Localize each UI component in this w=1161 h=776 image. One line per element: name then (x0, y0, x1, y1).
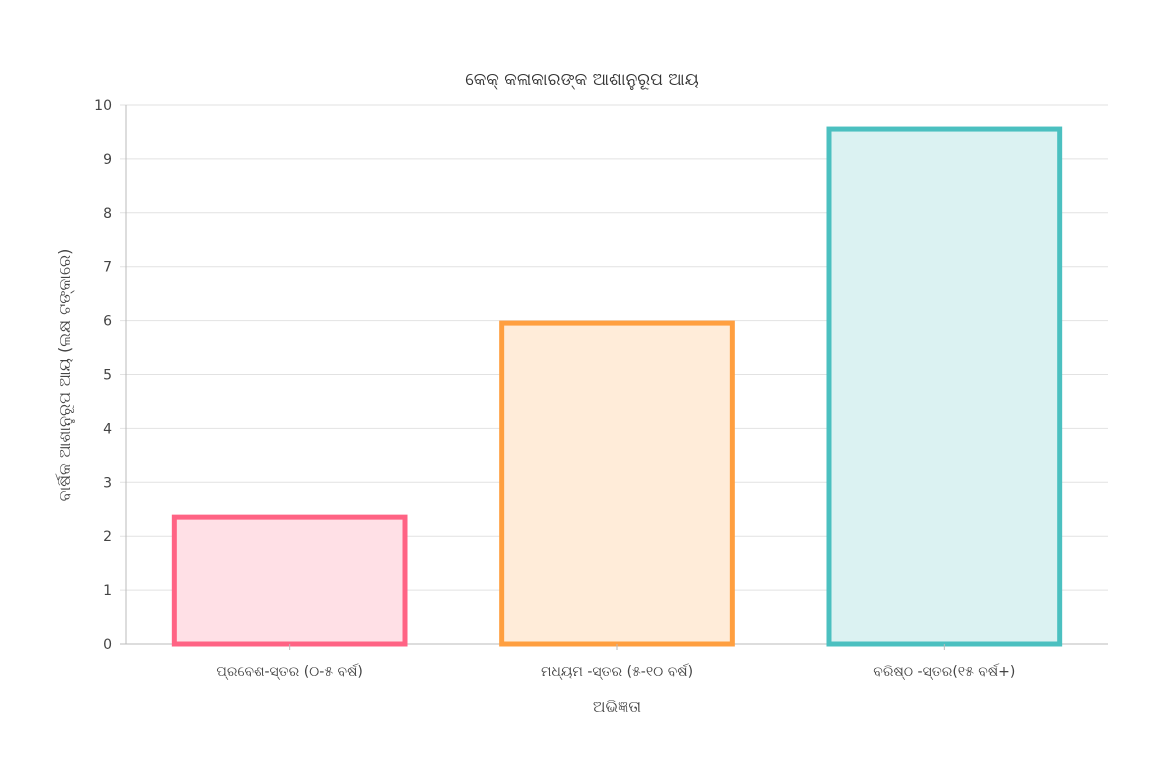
x-tick-label: ପ୍ରବେଶ-ସ୍ତର (୦-୫ ବର୍ଷ) (216, 663, 362, 680)
x-tick-label: ବରିଷ୍ଠ -ସ୍ତର(୧୫ ବର୍ଷ+) (873, 663, 1015, 680)
x-axis-label: ଅଭିଜ୍ଞତା (593, 697, 641, 716)
x-axis-ticks: ପ୍ରବେଶ-ସ୍ତର (୦-୫ ବର୍ଷ) ମଧ୍ୟମ -ସ୍ତର (୫-୧୦ … (216, 644, 1015, 680)
bars (171, 126, 1063, 647)
y-tick-label: 6 (103, 314, 112, 330)
y-tick-label: 3 (103, 475, 112, 491)
y-tick-label: 9 (103, 152, 112, 168)
bar (499, 320, 735, 647)
y-tick-label: 7 (103, 260, 112, 276)
chart-title: କେକ୍ କଳାକାରଙ୍କ ଆଶାନୁରୂପ ଆୟ (465, 70, 699, 91)
bar (826, 126, 1063, 647)
x-tick-label: ମଧ୍ୟମ -ସ୍ତର (୫-୧୦ ବର୍ଷ) (541, 663, 693, 680)
bar (171, 514, 408, 647)
y-tick-label: 4 (103, 421, 112, 437)
y-tick-label: 2 (103, 529, 112, 545)
y-tick-label: 5 (103, 368, 112, 384)
y-axis-ticks: 0 1 2 3 4 5 6 7 8 9 10 (94, 98, 112, 653)
y-tick-label: 8 (103, 206, 112, 222)
y-axis-label: ବାର୍ଷିକ ଆଶାନୁରୂପ ଆୟ (ଲକ୍ଷ ଟଙ୍କାରେ) (55, 249, 76, 502)
y-tick-label: 1 (103, 583, 112, 599)
y-tick-label: 0 (103, 637, 112, 653)
y-tick-label: 10 (94, 98, 112, 114)
